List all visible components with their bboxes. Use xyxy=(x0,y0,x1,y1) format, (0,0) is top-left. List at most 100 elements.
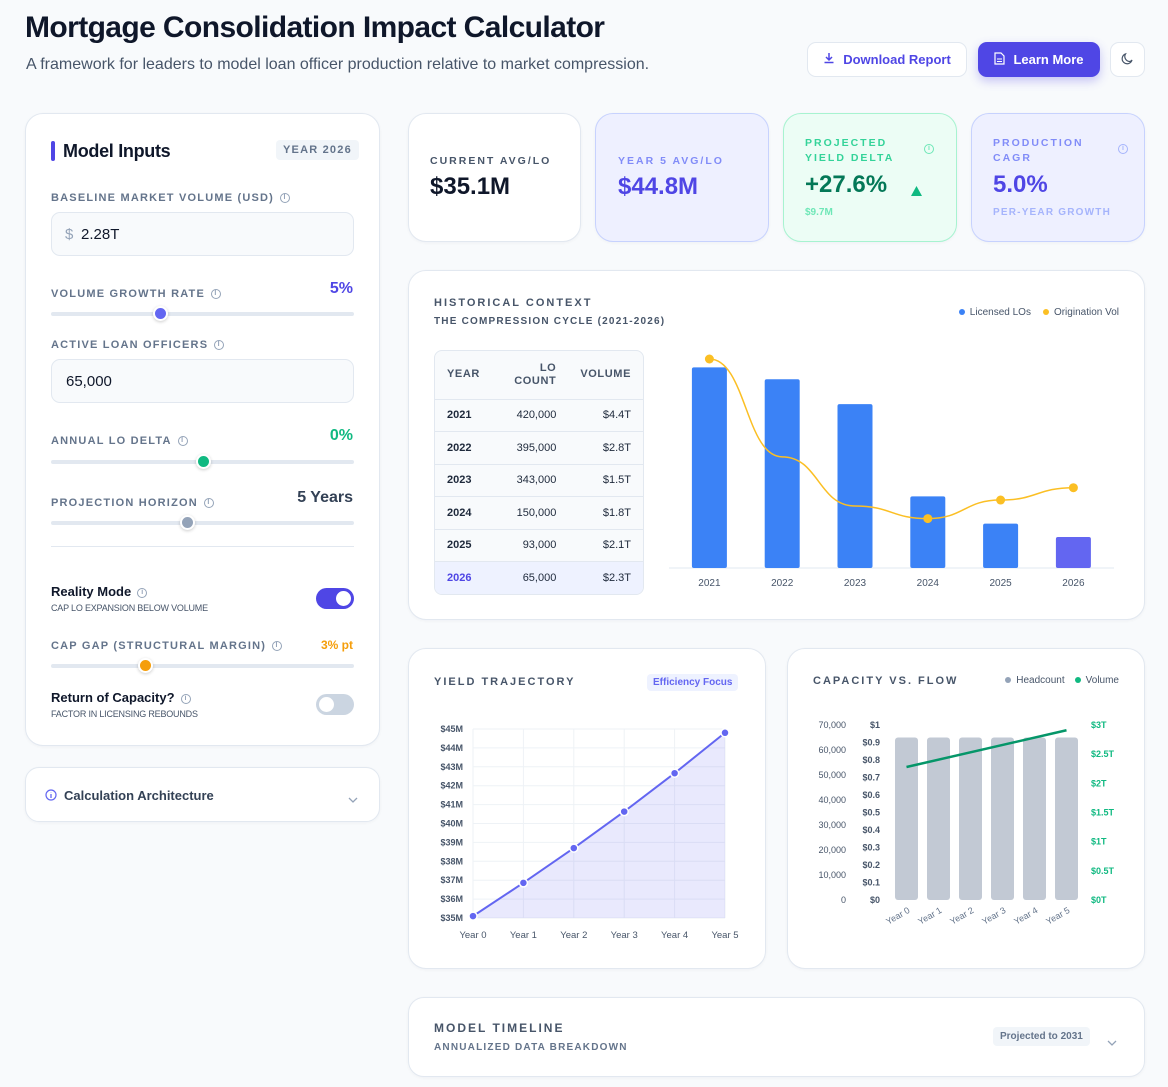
toggle-knob xyxy=(336,591,351,606)
reality-mode-label: Reality Mode i xyxy=(51,584,148,599)
y-left-tick: 30,000 xyxy=(818,820,846,830)
info-icon[interactable]: i xyxy=(177,436,188,447)
y-right-tick: $2.5T xyxy=(1091,749,1115,759)
slider-thumb[interactable] xyxy=(137,658,153,673)
lo-delta-slider[interactable] xyxy=(51,454,354,469)
yield-trajectory-card: YIELD TRAJECTORY Efficiency Focus $35M $3… xyxy=(408,648,766,969)
count-cell: 65,000 xyxy=(491,561,569,594)
historical-subtitle: THE COMPRESSION CYCLE (2021-2026) xyxy=(434,316,666,327)
return-capacity-toggle[interactable] xyxy=(316,694,354,715)
x-tick-label: Year 4 xyxy=(1012,905,1039,927)
page-title: Mortgage Consolidation Impact Calculator xyxy=(25,11,605,44)
legend-volume: Volume xyxy=(1074,675,1119,686)
lo-delta-label: ANNUAL LO DELTA i xyxy=(51,435,188,447)
reality-mode-sub: CAP LO EXPANSION BELOW VOLUME xyxy=(51,603,208,613)
x-tick-label: 2024 xyxy=(917,578,940,589)
kpi-label: CURRENT AVG/LO xyxy=(430,155,552,167)
y-left-tick: 60,000 xyxy=(818,745,846,755)
trend-up-icon xyxy=(911,183,922,201)
y-mid-tick: $0.1 xyxy=(862,878,880,888)
reality-mode-toggle[interactable] xyxy=(316,588,354,609)
capacity-chart: 0 10,000 20,000 30,000 40,000 50,000 60,000 70,… xyxy=(818,720,1115,927)
yield-point xyxy=(468,911,478,921)
y-tick-label: $35M xyxy=(440,913,463,923)
y-mid-tick: $0.9 xyxy=(862,738,880,748)
kpi-current-avg: CURRENT AVG/LO $35.1M xyxy=(408,113,581,242)
table-row: 2025 93,000 $2.1T xyxy=(435,528,643,562)
growth-label: VOLUME GROWTH RATE i xyxy=(51,288,221,300)
y-mid-tick: $0.7 xyxy=(862,773,880,783)
capacity-legend: Headcount Volume xyxy=(1005,675,1119,686)
download-icon xyxy=(823,52,835,67)
active-lo-label: ACTIVE LOAN OFFICERS i xyxy=(51,339,225,351)
info-icon[interactable]: i xyxy=(280,193,291,204)
x-tick-label: Year 4 xyxy=(661,930,688,941)
table-row: 2023 343,000 $1.5T xyxy=(435,463,643,497)
download-report-button[interactable]: Download Report xyxy=(807,42,967,77)
table-row: 2024 150,000 $1.8T xyxy=(435,496,643,529)
capacity-title: CAPACITY VS. FLOW xyxy=(813,675,959,687)
kpi-label: PRODUCTION CAGR xyxy=(993,137,1084,164)
y-tick-label: $40M xyxy=(440,819,463,829)
info-icon[interactable]: i xyxy=(1118,144,1128,154)
slider-thumb[interactable] xyxy=(180,515,196,530)
table-row: 2021 420,000 $4.4T xyxy=(435,398,643,432)
model-timeline-accordion[interactable]: MODEL TIMELINE ANNUALIZED DATA BREAKDOWN… xyxy=(408,997,1145,1077)
active-lo-input[interactable]: 65,000 xyxy=(51,359,354,403)
baseline-value: 2.28T xyxy=(81,226,120,243)
kpi-yield-delta: PROJECTED YIELD DELTA i +27.6% $9.7M xyxy=(783,113,957,242)
historical-legend: Licensed LOs Origination Vol xyxy=(958,307,1119,318)
x-tick-label: Year 3 xyxy=(980,905,1007,927)
baseline-input[interactable]: $ 2.28T xyxy=(51,212,354,256)
info-icon[interactable]: i xyxy=(214,340,225,351)
document-icon xyxy=(994,51,1006,68)
info-icon[interactable]: i xyxy=(203,498,214,509)
theme-toggle-button[interactable] xyxy=(1110,42,1145,77)
info-icon[interactable]: i xyxy=(924,144,934,154)
yield-chart: $35M $36M $37M $38M $39M $40M $41M $42M $43M $44M… xyxy=(440,724,738,941)
timeline-title: MODEL TIMELINE xyxy=(434,1021,565,1035)
headcount-bar xyxy=(927,737,950,900)
horizon-slider[interactable] xyxy=(51,515,354,530)
x-tick-label: Year 2 xyxy=(560,930,587,941)
y-tick-label: $43M xyxy=(440,762,463,772)
calculation-architecture-accordion[interactable]: Calculation Architecture xyxy=(25,767,380,822)
active-lo-value: 65,000 xyxy=(66,373,112,390)
table-row: 2022 395,000 $2.8T xyxy=(435,431,643,464)
volume-point xyxy=(1068,483,1078,493)
cap-gap-value: 3% pt xyxy=(320,638,353,652)
y-right-tick: $1T xyxy=(1091,837,1107,847)
chevron-down-icon xyxy=(1107,1034,1117,1052)
kpi-production-cagr: PRODUCTION CAGR i 5.0% PER-YEAR GROWTH xyxy=(971,113,1145,242)
headcount-bar xyxy=(1055,737,1078,900)
slider-thumb[interactable] xyxy=(153,306,169,321)
info-icon[interactable]: i xyxy=(180,693,191,704)
learn-more-button[interactable]: Learn More xyxy=(978,42,1100,77)
x-tick-label: Year 1 xyxy=(916,905,943,927)
y-tick-label: $38M xyxy=(440,856,463,866)
volume-point xyxy=(704,354,714,364)
kpi-label: YEAR 5 AVG/LO xyxy=(618,155,724,167)
kpi-value: 5.0% xyxy=(993,171,1048,198)
kpi-year5-avg: YEAR 5 AVG/LO $44.8M xyxy=(595,113,769,242)
x-tick-label: Year 5 xyxy=(711,930,738,941)
info-icon[interactable]: i xyxy=(211,289,221,300)
y-left-tick: 20,000 xyxy=(818,845,846,855)
headcount-bar xyxy=(959,737,982,900)
yield-point xyxy=(669,768,680,778)
model-inputs-title: Model Inputs xyxy=(63,141,171,161)
x-tick-label: 2025 xyxy=(989,578,1012,589)
cap-gap-slider[interactable] xyxy=(51,658,354,673)
table-row-current: 2026 65,000 $2.3T xyxy=(435,561,643,594)
y-left-tick: 0 xyxy=(841,895,846,905)
horizon-value: 5 Years xyxy=(297,489,353,506)
info-icon[interactable]: i xyxy=(137,587,148,598)
x-tick-label: Year 3 xyxy=(611,930,638,941)
info-icon[interactable]: i xyxy=(272,641,283,652)
y-mid-tick: $0.3 xyxy=(862,843,880,853)
lo-delta-value: 0% xyxy=(329,427,353,444)
y-tick-label: $45M xyxy=(440,724,463,734)
volume-cell: $1.5T xyxy=(568,463,643,497)
slider-thumb[interactable] xyxy=(195,454,211,469)
growth-slider[interactable] xyxy=(51,306,354,321)
